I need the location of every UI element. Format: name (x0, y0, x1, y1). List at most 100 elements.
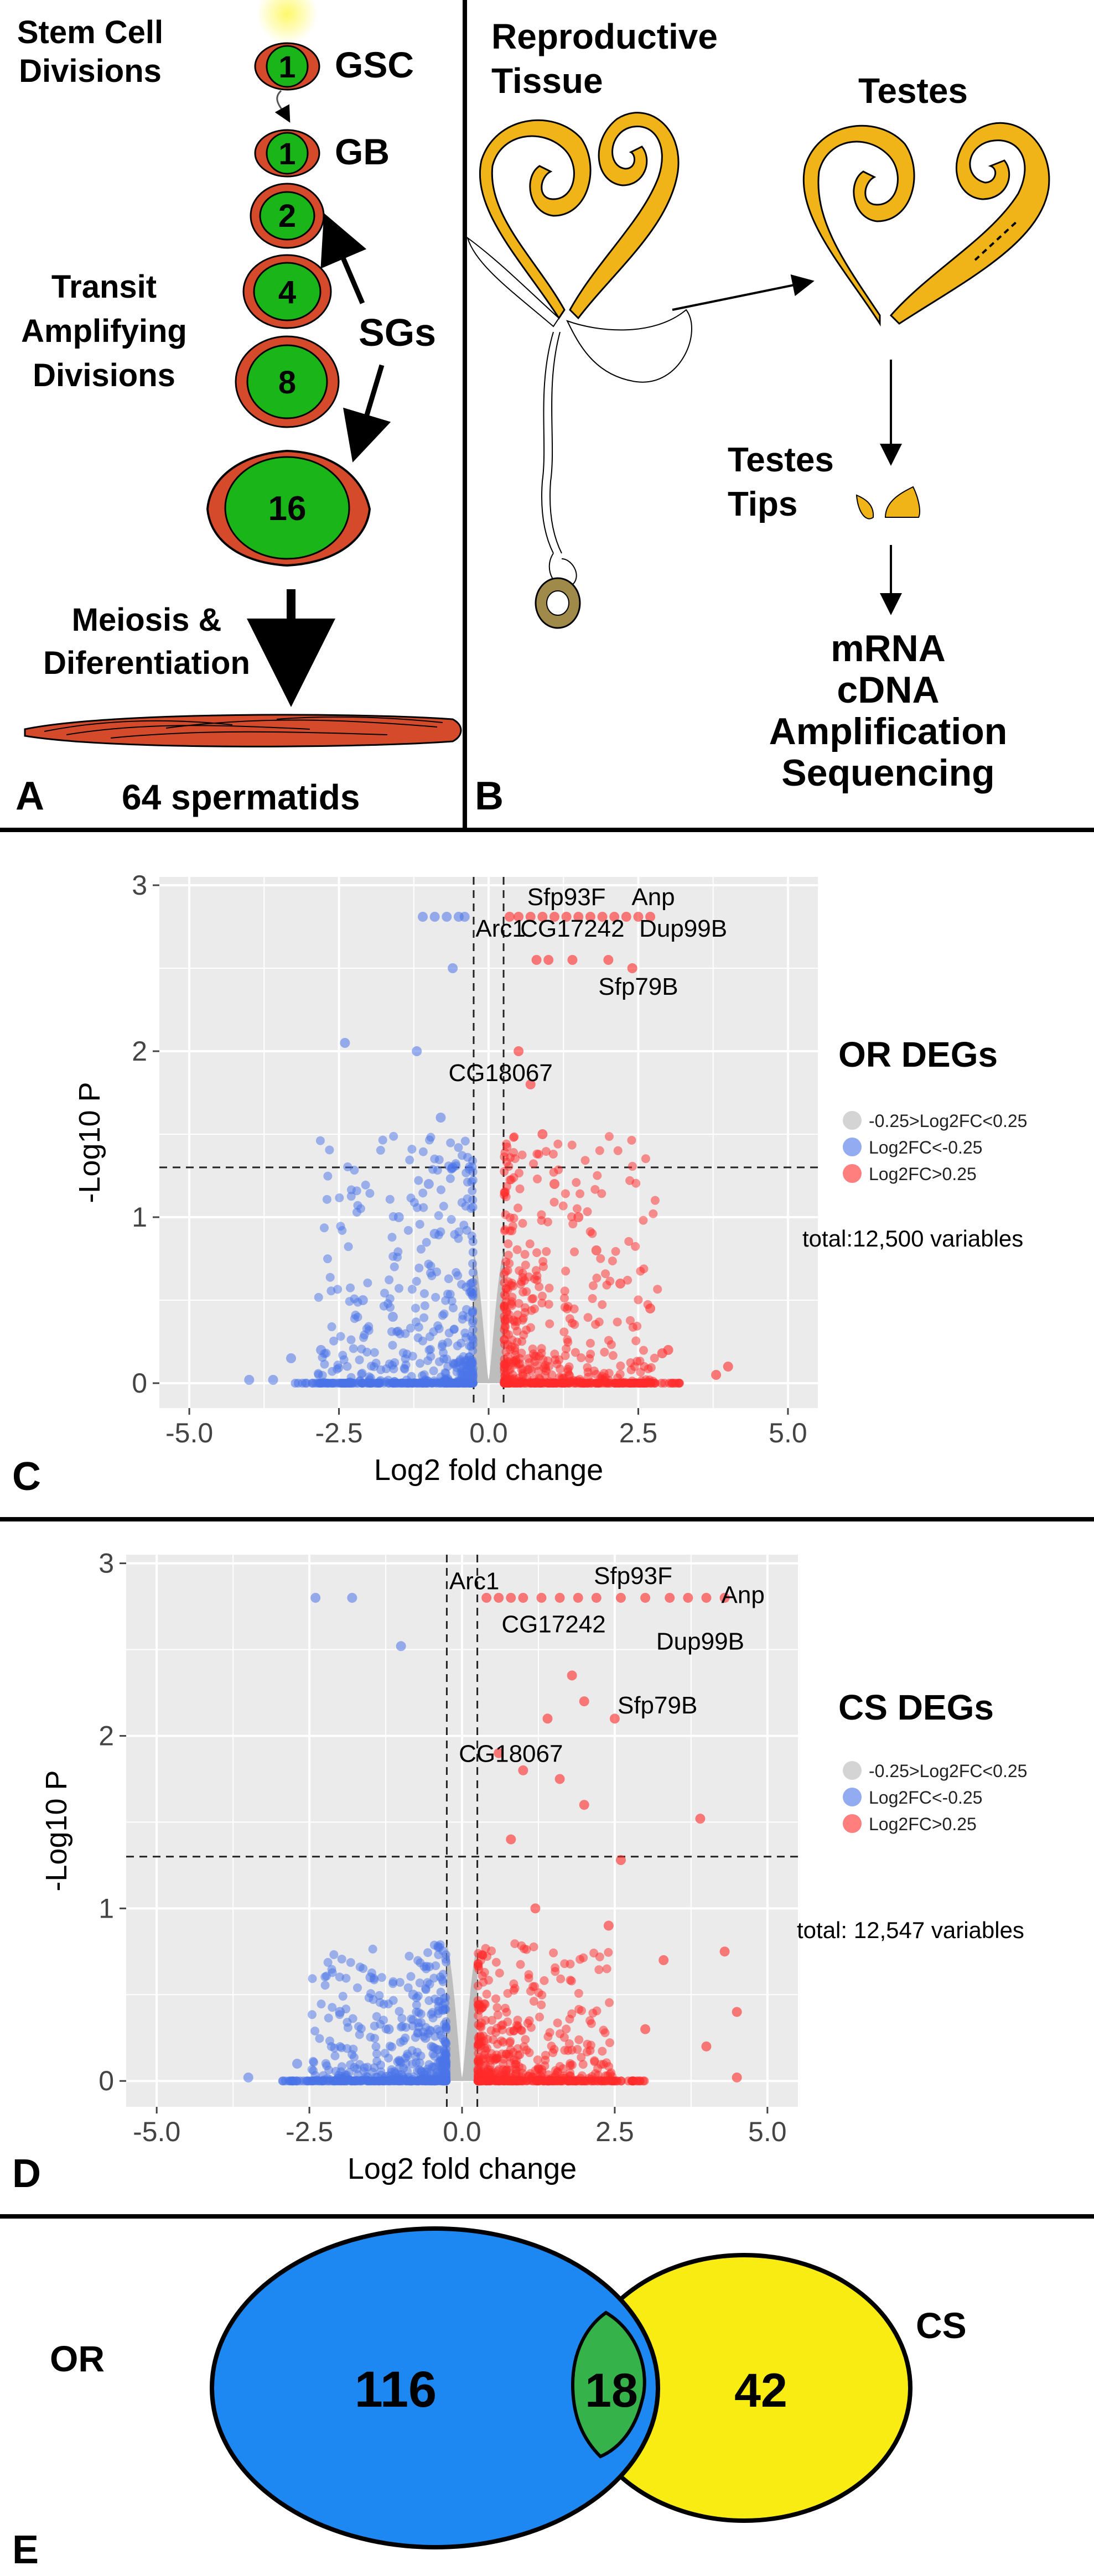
venn-count-left: 116 (355, 2361, 437, 2418)
red-point (621, 912, 631, 922)
red-point (553, 2018, 562, 2028)
blue-point (395, 1977, 405, 1987)
red-point (659, 1955, 669, 1965)
blue-point (420, 2033, 431, 2043)
red-point (518, 1219, 527, 1228)
red-point (532, 1248, 541, 1258)
gsc-label: GSC (335, 44, 414, 85)
red-point (639, 1216, 648, 1225)
gene-label: Dup99B (656, 1628, 744, 1655)
blue-point (419, 1289, 429, 1299)
blue-point (468, 1176, 478, 1185)
red-point (553, 1139, 563, 1149)
panel-c-label: C (12, 1455, 41, 1499)
red-point (605, 2038, 614, 2048)
red-point (613, 1146, 623, 1155)
gsc-count: 1 (278, 49, 295, 84)
red-point (549, 1179, 559, 1189)
red-point (528, 1349, 538, 1359)
blue-point (319, 1223, 329, 1233)
grey-band (473, 1250, 504, 1383)
blue-point (454, 1143, 463, 1152)
red-point (509, 1213, 519, 1223)
gb-label: GB (335, 131, 390, 172)
blue-point (440, 2037, 449, 2047)
red-point (501, 1210, 510, 1219)
red-point (493, 2011, 502, 2020)
x-tick-label: 0.0 (443, 2116, 481, 2147)
red-point (592, 1273, 602, 1282)
red-point (639, 1346, 648, 1355)
red-point (570, 1247, 579, 1256)
blue-point (442, 912, 452, 922)
red-point (566, 2068, 575, 2078)
red-point (525, 912, 536, 922)
sg-8-count: 8 (278, 365, 296, 401)
gene-label: CG18067 (459, 1740, 563, 1767)
red-point (575, 1955, 585, 1964)
blue-point (427, 2009, 436, 2019)
gene-label: CG18067 (448, 1060, 552, 1087)
blue-point (315, 1379, 324, 1388)
red-point (556, 1974, 566, 1983)
blue-point (397, 2014, 407, 2023)
red-point (542, 1713, 553, 1724)
red-point (650, 1353, 659, 1363)
blue-point (439, 1309, 449, 1318)
venn-label-left: OR (50, 2338, 105, 2379)
blue-point (441, 1950, 450, 1960)
red-point (595, 1146, 604, 1155)
red-point (512, 1245, 522, 1254)
blue-point (457, 1280, 466, 1289)
legend-swatch (843, 1814, 862, 1833)
red-point (641, 1154, 650, 1164)
blue-point (426, 2026, 435, 2035)
red-point (502, 1307, 511, 1317)
blue-point (459, 1360, 468, 1370)
red-point (481, 1592, 492, 1603)
blue-point (292, 2059, 303, 2069)
blue-point (445, 1174, 455, 1183)
blue-point (384, 2053, 393, 2063)
red-point (531, 955, 542, 965)
red-point (563, 2046, 573, 2055)
blue-point (457, 1198, 466, 1207)
red-point (537, 1129, 548, 1139)
venn-count-right: 42 (734, 2364, 787, 2417)
blue-point (394, 1284, 403, 1293)
sg-2-count: 2 (278, 198, 296, 234)
red-point (519, 1330, 528, 1339)
red-point (504, 1162, 514, 1171)
blue-point (449, 1303, 458, 1312)
stem-cell-title-line2: Divisions (19, 53, 162, 89)
blue-point (329, 1336, 339, 1346)
red-point (636, 1266, 645, 1276)
red-point (583, 1207, 592, 1216)
red-point (608, 1351, 618, 1360)
blue-point (315, 1136, 325, 1145)
red-point (554, 1774, 565, 1784)
sgs-arrow-down (343, 364, 391, 463)
red-point (615, 1592, 626, 1603)
red-point (591, 1245, 602, 1255)
red-point (629, 2076, 638, 2086)
red-point (573, 2045, 582, 2054)
red-point (732, 2072, 742, 2082)
red-point (618, 1379, 627, 1388)
red-point (544, 1300, 553, 1309)
red-point (575, 1189, 585, 1198)
blue-point (420, 1301, 429, 1310)
red-point (476, 1956, 485, 1965)
blue-point (427, 2042, 436, 2051)
meiosis-title-line2: Diferentiation (43, 645, 250, 681)
red-point (510, 1939, 520, 1949)
blue-point (370, 2034, 380, 2043)
testes-tips (856, 486, 920, 520)
step-sequencing: Sequencing (781, 752, 994, 794)
sg-4-count: 4 (278, 274, 296, 310)
legend-entry: -0.25>Log2FC<0.25 (869, 1761, 1027, 1781)
blue-point (422, 1238, 431, 1247)
red-point (516, 1960, 525, 1969)
blue-point (343, 2018, 352, 2027)
red-point (569, 1304, 579, 1313)
